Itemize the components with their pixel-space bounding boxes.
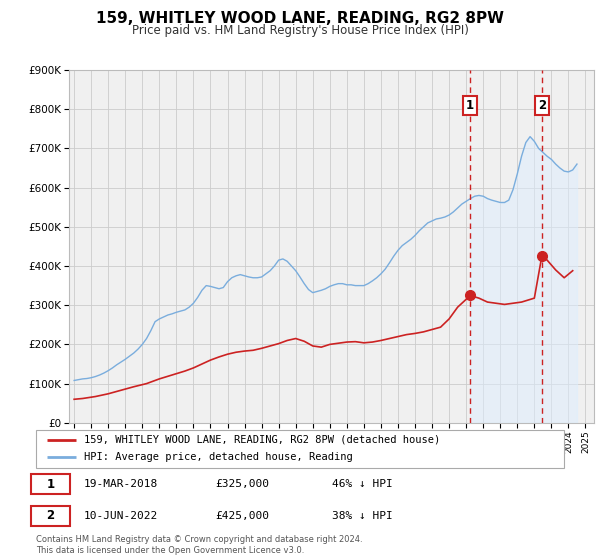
Text: £425,000: £425,000 (215, 511, 269, 521)
Text: 1: 1 (46, 478, 55, 491)
Text: 46% ↓ HPI: 46% ↓ HPI (332, 479, 392, 489)
Text: 19-MAR-2018: 19-MAR-2018 (83, 479, 158, 489)
FancyBboxPatch shape (31, 506, 70, 526)
Text: 38% ↓ HPI: 38% ↓ HPI (332, 511, 392, 521)
Text: Contains HM Land Registry data © Crown copyright and database right 2024.
This d: Contains HM Land Registry data © Crown c… (36, 535, 362, 555)
Text: 1: 1 (466, 99, 474, 112)
Text: HPI: Average price, detached house, Reading: HPI: Average price, detached house, Read… (83, 452, 352, 463)
Text: 10-JUN-2022: 10-JUN-2022 (83, 511, 158, 521)
Text: Price paid vs. HM Land Registry's House Price Index (HPI): Price paid vs. HM Land Registry's House … (131, 24, 469, 36)
Text: 2: 2 (538, 99, 546, 112)
Text: 159, WHITLEY WOOD LANE, READING, RG2 8PW: 159, WHITLEY WOOD LANE, READING, RG2 8PW (96, 11, 504, 26)
FancyBboxPatch shape (31, 474, 70, 494)
Text: £325,000: £325,000 (215, 479, 269, 489)
Text: 2: 2 (46, 509, 55, 522)
Text: 159, WHITLEY WOOD LANE, READING, RG2 8PW (detached house): 159, WHITLEY WOOD LANE, READING, RG2 8PW… (83, 435, 440, 445)
